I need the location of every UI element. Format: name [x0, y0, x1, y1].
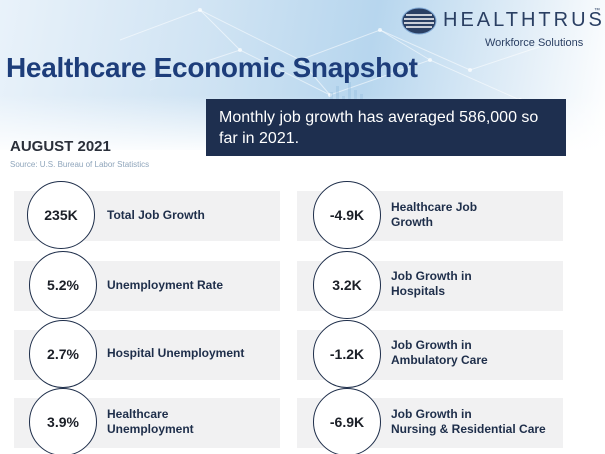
page-title: Healthcare Economic Snapshot: [6, 52, 418, 83]
stat-label-line2: Unemployment: [107, 422, 194, 436]
stat-label-line1: Healthcare: [107, 407, 169, 421]
stat-value-total-job-growth: 235K: [27, 181, 95, 249]
brand-trademark: ™: [594, 8, 600, 14]
stat-label-unemployment-rate: Unemployment Rate: [107, 278, 224, 292]
stat-label-line2: Nursing & Residential Care: [391, 422, 546, 436]
stat-value-hospital-unemployment: 2.7%: [29, 320, 97, 388]
stat-label-line2: Ambulatory Care: [391, 353, 488, 367]
stat-label-hospital-job-growth: Job Growth in Hospitals: [391, 269, 561, 299]
data-source: Source: U.S. Bureau of Labor Statistics: [10, 160, 150, 169]
stat-value-ambulatory-job-growth: -1.2K: [313, 320, 381, 388]
stat-label-healthcare-job-growth: Healthcare Job Growth: [391, 200, 561, 230]
report-period: AUGUST 2021: [10, 138, 111, 155]
stat-value-healthcare-job-growth: -4.9K: [313, 181, 381, 249]
stat-label-ambulatory-job-growth: Job Growth in Ambulatory Care: [391, 338, 561, 368]
stat-value-healthcare-unemployment: 3.9%: [29, 388, 97, 454]
healthtrust-logo: HEALTHTRUST ™ Workforce Solutions: [401, 4, 605, 50]
stat-label-healthcare-unemployment: Healthcare Unemployment: [107, 407, 277, 437]
stat-label-nursing-job-growth: Job Growth in Nursing & Residential Care: [391, 407, 561, 437]
stat-label-line2: Growth: [391, 215, 433, 229]
stat-value-hospital-job-growth: 3.2K: [313, 251, 381, 319]
stat-label-total-job-growth: Total Job Growth: [107, 208, 205, 222]
stat-label-line1: Job Growth in: [391, 407, 472, 421]
stat-label-hospital-unemployment: Hospital Unemployment: [107, 346, 245, 360]
stat-value-unemployment-rate: 5.2%: [29, 251, 97, 319]
stat-value-nursing-job-growth: -6.9K: [313, 388, 381, 454]
callout-box: Monthly job growth has averaged 586,000 …: [206, 99, 566, 156]
stat-label-line2: Hospitals: [391, 284, 446, 298]
stat-label-line1: Healthcare Job: [391, 200, 478, 214]
brand-tagline: Workforce Solutions: [485, 37, 584, 49]
stat-label-line1: Job Growth in: [391, 269, 472, 283]
stat-label-line1: Job Growth in: [391, 338, 472, 352]
logo-mark-icon: [401, 7, 437, 35]
brand-name: HEALTHTRUST: [443, 9, 605, 31]
